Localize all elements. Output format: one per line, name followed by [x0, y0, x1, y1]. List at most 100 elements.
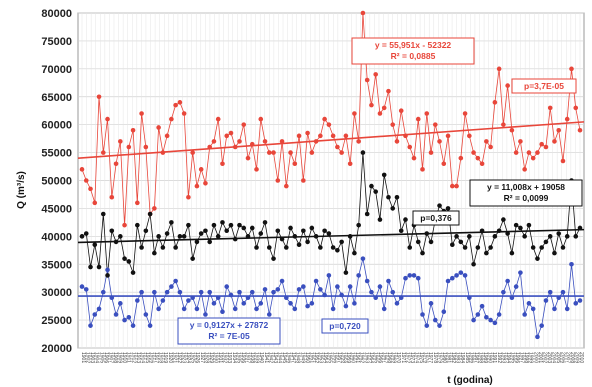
data-point — [83, 231, 89, 236]
data-point — [130, 270, 136, 275]
data-point — [539, 323, 544, 328]
x-tick-label: 1964 — [368, 352, 374, 363]
x-tick-label: 1984 — [459, 352, 465, 363]
data-point — [322, 116, 327, 122]
data-point — [301, 228, 306, 234]
data-point — [573, 105, 579, 111]
data-point — [496, 228, 502, 234]
data-point — [415, 239, 421, 245]
data-point — [530, 245, 536, 250]
x-tick-label: 1943 — [272, 352, 278, 363]
data-point — [228, 292, 234, 298]
data-point — [224, 133, 230, 139]
x-tick-label: 1957 — [336, 352, 342, 363]
data-point — [245, 155, 251, 161]
y-tick-label: 50000 — [41, 176, 72, 188]
y-tick-label: 45000 — [41, 203, 72, 215]
data-point — [556, 295, 562, 301]
data-point — [105, 273, 110, 278]
data-point — [556, 231, 562, 236]
x-tick-label: 1910 — [121, 352, 127, 363]
x-axis-ticks: 1901190219031904190519061907190819091910… — [80, 352, 584, 363]
x-tick-label: 1955 — [327, 352, 333, 363]
x-tick-label: 1995 — [509, 352, 515, 363]
data-point — [254, 167, 259, 172]
data-point — [445, 133, 451, 139]
p-value-red-text: p=3,7E-05 — [524, 81, 564, 91]
data-point — [509, 127, 515, 133]
data-point — [403, 275, 408, 281]
x-tick-label: 1973 — [409, 352, 415, 363]
data-point — [556, 127, 562, 133]
data-point — [475, 312, 481, 317]
data-point — [237, 139, 242, 144]
data-point — [237, 289, 242, 295]
x-tick-label: 2010 — [578, 352, 584, 363]
data-point — [177, 100, 183, 105]
data-point — [275, 228, 281, 234]
y-tick-label: 30000 — [41, 287, 72, 299]
data-point — [105, 116, 110, 122]
equation-black-text: y = 11,008x + 19058 — [487, 182, 565, 192]
data-point — [194, 183, 200, 189]
data-point — [441, 309, 447, 315]
data-point — [262, 287, 268, 292]
equation-blue-text: y = 0,9127x + 27872 — [190, 320, 269, 330]
data-point — [501, 289, 506, 295]
data-point — [573, 301, 579, 306]
data-point — [143, 312, 149, 317]
x-tick-label: 1914 — [139, 352, 145, 363]
data-point — [135, 298, 140, 303]
y-tick-label: 70000 — [41, 64, 72, 76]
x-tick-label: 1915 — [144, 352, 150, 363]
x-tick-label: 1929 — [208, 352, 214, 363]
data-point — [471, 317, 476, 323]
x-tick-label: 1974 — [414, 352, 420, 363]
x-tick-label: 1924 — [185, 352, 191, 363]
data-point — [335, 247, 340, 253]
data-point — [241, 122, 247, 127]
data-point — [190, 150, 195, 155]
data-point — [496, 66, 502, 72]
x-tick-label: 1953 — [318, 352, 324, 363]
data-point — [364, 77, 370, 83]
data-point — [96, 264, 102, 270]
data-point — [339, 239, 344, 245]
data-point — [326, 273, 332, 278]
data-point — [262, 139, 268, 144]
p-value-black-box — [412, 210, 460, 226]
data-point — [301, 284, 306, 289]
data-point — [432, 317, 438, 323]
x-tick-label: 1922 — [176, 352, 182, 363]
x-tick-label: 1963 — [363, 352, 369, 363]
data-point — [407, 273, 413, 278]
data-point — [100, 150, 106, 155]
data-point — [552, 250, 557, 256]
data-point — [220, 220, 225, 225]
x-tick-label: 1944 — [276, 352, 282, 363]
data-point — [513, 284, 519, 289]
data-point — [220, 161, 225, 167]
x-tick-label: 1985 — [464, 352, 470, 363]
data-point — [428, 239, 434, 245]
data-point — [139, 111, 144, 116]
data-point — [373, 72, 378, 77]
data-point — [564, 234, 570, 239]
data-point — [479, 303, 485, 309]
data-point — [203, 180, 208, 186]
data-point — [381, 306, 387, 312]
x-tick-label: 1941 — [263, 352, 269, 363]
x-tick-label: 1911 — [126, 352, 132, 363]
x-tick-label: 2003 — [546, 352, 552, 363]
data-point — [135, 200, 140, 206]
x-tick-label: 1930 — [212, 352, 218, 363]
data-point — [467, 295, 472, 301]
data-point — [284, 295, 289, 301]
data-point — [326, 122, 332, 127]
data-point — [118, 234, 123, 239]
data-point — [326, 231, 332, 236]
data-point — [245, 234, 251, 239]
